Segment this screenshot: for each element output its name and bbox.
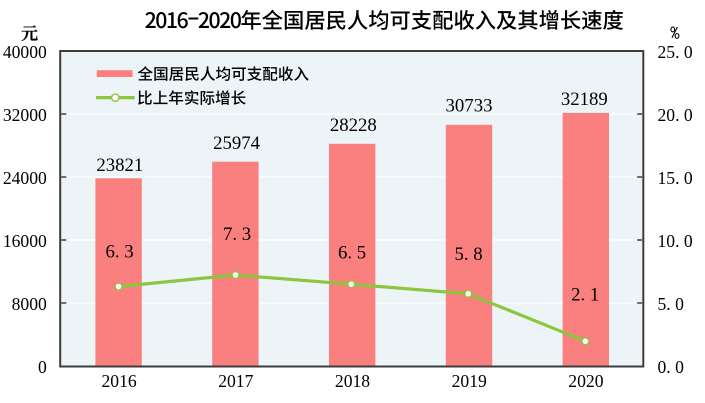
- svg-text:8000: 8000: [12, 294, 47, 314]
- svg-text:6. 3: 6. 3: [106, 242, 134, 263]
- svg-text:28228: 28228: [330, 115, 377, 136]
- svg-text:2020: 2020: [568, 371, 603, 391]
- svg-text:0. 0: 0. 0: [658, 357, 685, 377]
- svg-text:7. 3: 7. 3: [223, 224, 251, 245]
- svg-text:25974: 25974: [213, 133, 261, 154]
- svg-text:2016: 2016: [102, 371, 137, 391]
- svg-text:30733: 30733: [446, 96, 493, 117]
- svg-text:0: 0: [38, 357, 47, 377]
- svg-text:15. 0: 15. 0: [658, 168, 693, 188]
- svg-text:2017: 2017: [218, 371, 253, 391]
- svg-text:2018: 2018: [335, 371, 370, 391]
- svg-text:6. 5: 6. 5: [338, 242, 366, 263]
- svg-text:40000: 40000: [3, 42, 47, 62]
- svg-text:24000: 24000: [3, 168, 47, 188]
- svg-text:23821: 23821: [96, 155, 143, 176]
- svg-text:10. 0: 10. 0: [658, 231, 693, 251]
- svg-text:32189: 32189: [561, 89, 608, 110]
- svg-text:2. 1: 2. 1: [571, 285, 599, 306]
- svg-text:20. 0: 20. 0: [658, 105, 693, 125]
- svg-text:2019: 2019: [452, 371, 487, 391]
- svg-text:32000: 32000: [3, 105, 47, 125]
- svg-text:25. 0: 25. 0: [658, 42, 693, 62]
- svg-text:16000: 16000: [3, 231, 47, 251]
- svg-text:5. 0: 5. 0: [658, 294, 685, 314]
- svg-text:5. 8: 5. 8: [455, 244, 483, 265]
